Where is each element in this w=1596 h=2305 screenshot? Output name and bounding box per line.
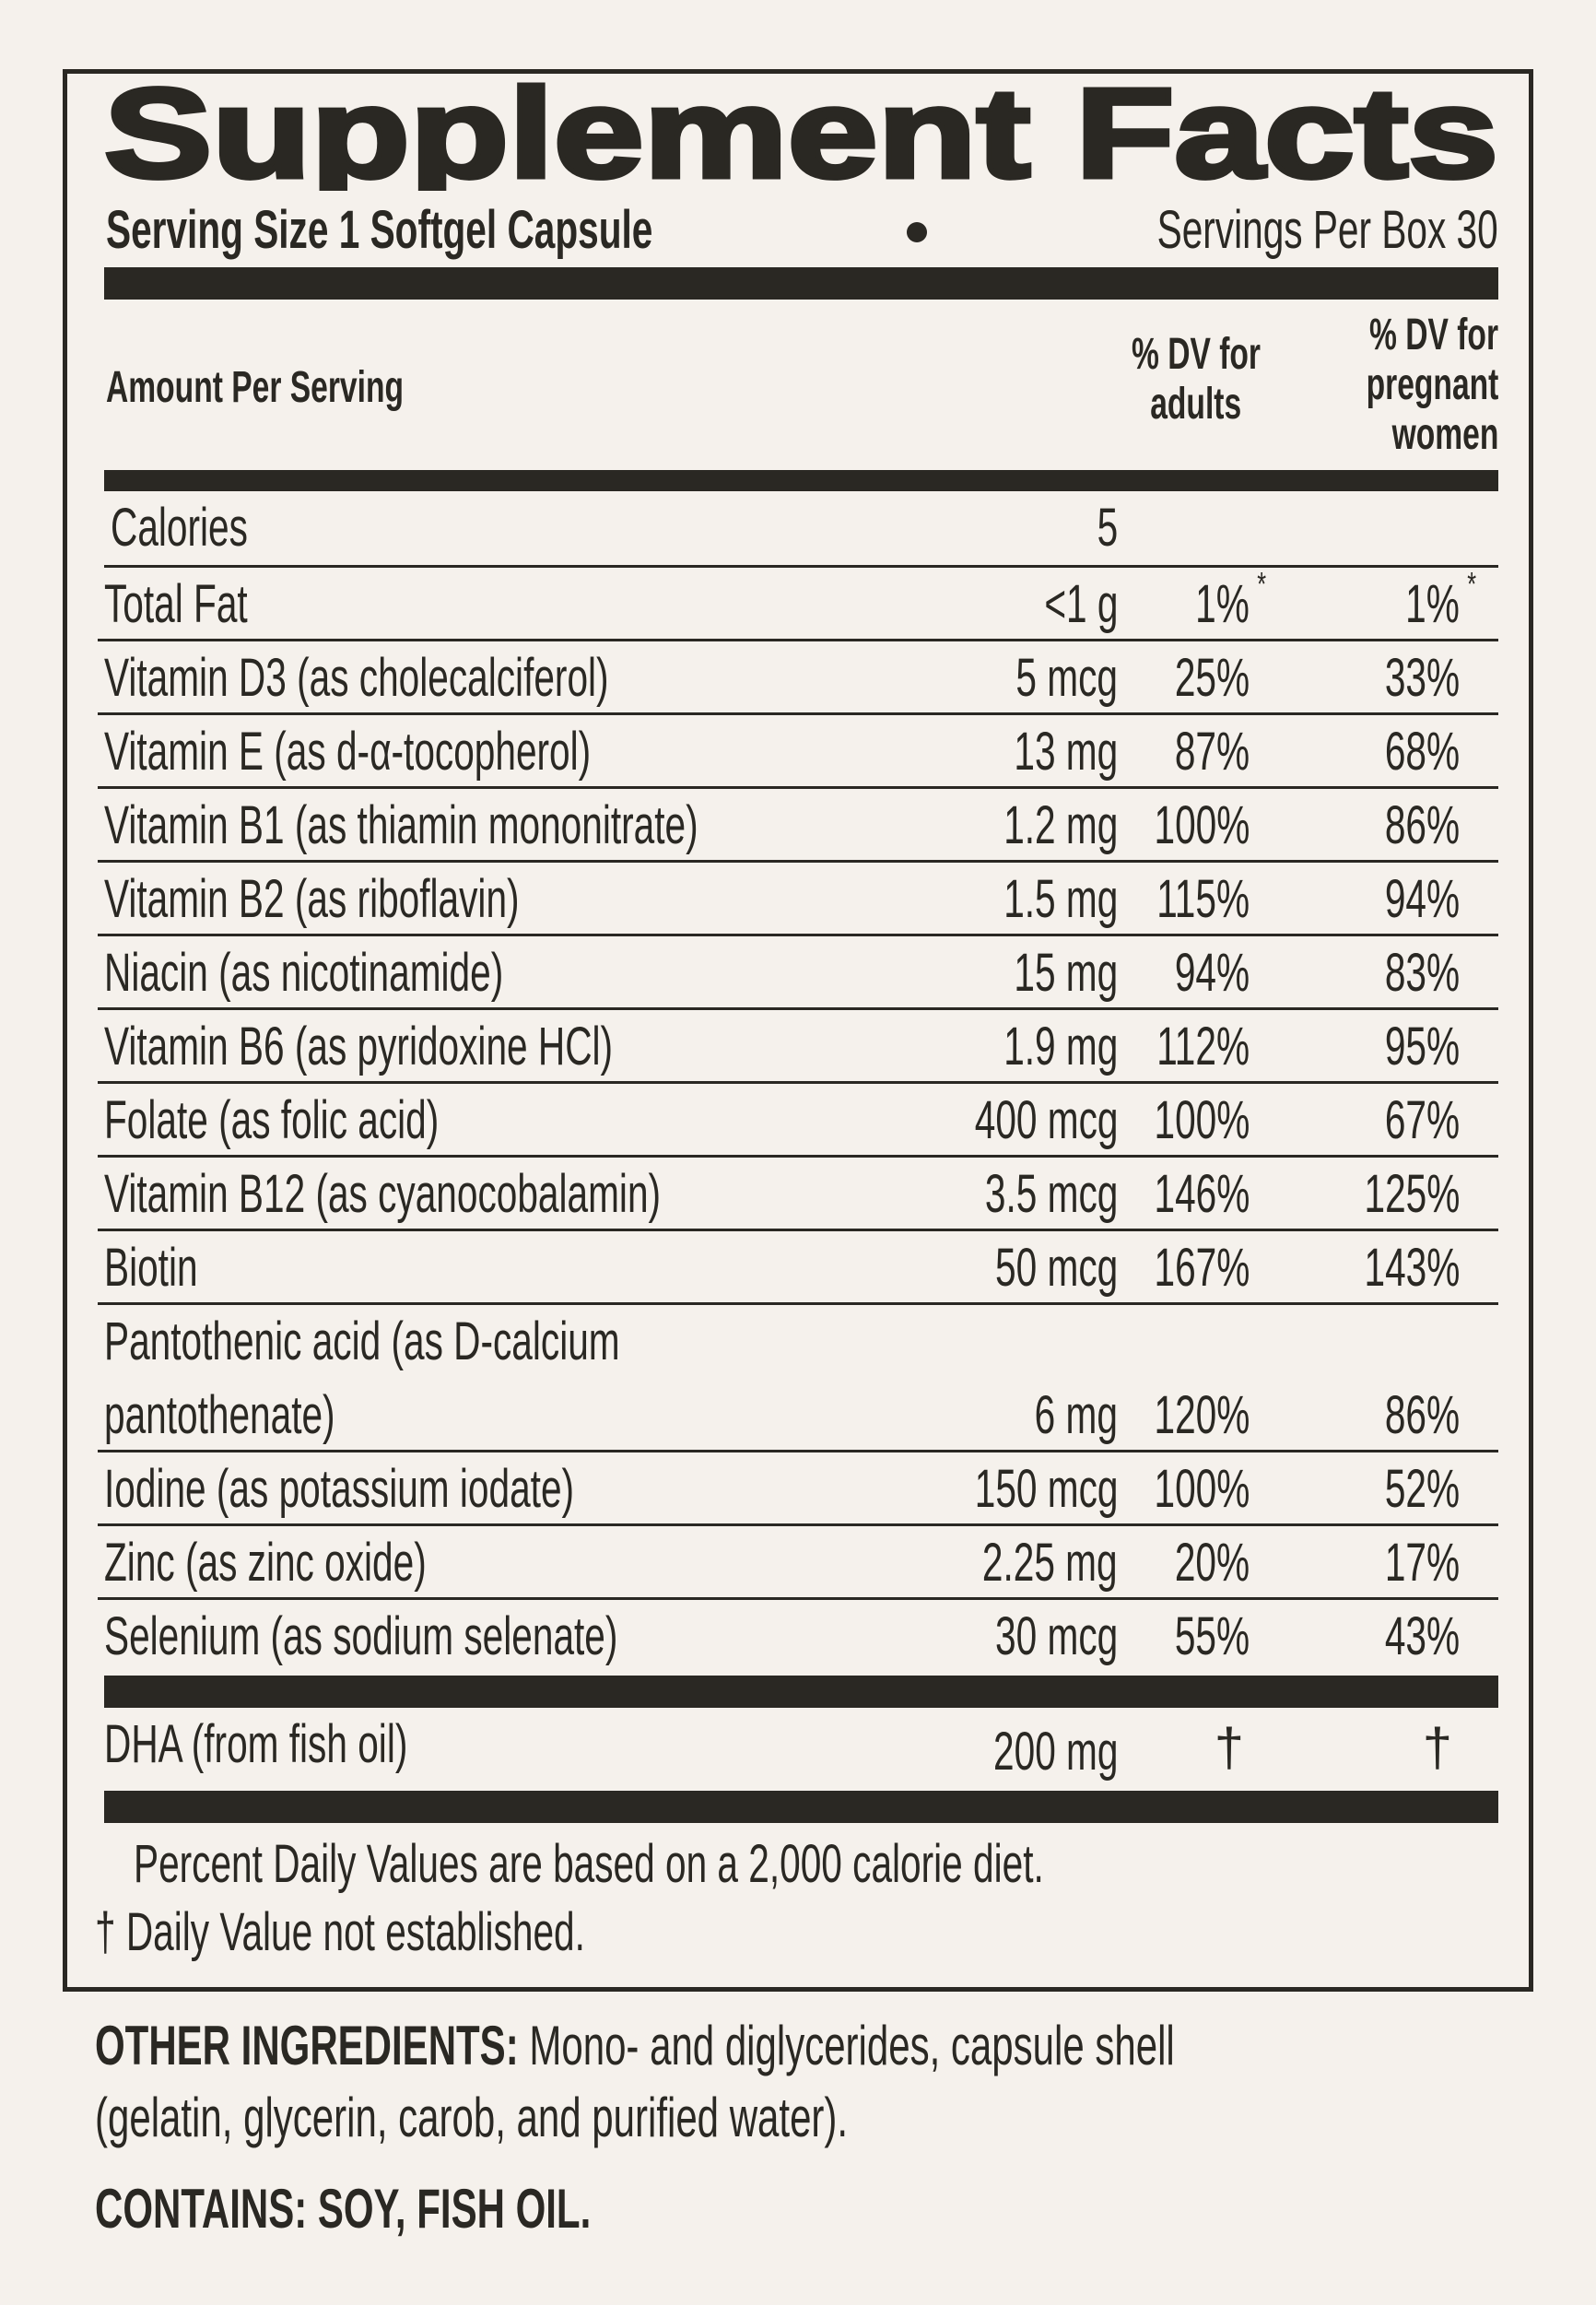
- table-row: Vitamin B12 (as cyanocobalamin) 3.5 mcg 14…: [98, 1158, 1498, 1231]
- dv-adults: 146%: [1154, 1164, 1250, 1224]
- nutrient-name: Biotin: [104, 1238, 198, 1298]
- dv-adults: 100%: [1154, 795, 1250, 855]
- dv-adults: 25%: [1174, 648, 1250, 708]
- dv-pregnant: 67%: [1384, 1090, 1460, 1150]
- nutrient-amount: 2.25 mg: [982, 1533, 1118, 1593]
- amount-per-serving-header: Amount Per Serving: [106, 363, 404, 412]
- nutrient-amount: 13 mg: [1014, 722, 1118, 782]
- table-row: Calories 5: [104, 491, 1498, 568]
- nutrient-name: Folate (as folic acid): [104, 1090, 440, 1150]
- nutrient-amount: 6 mg: [1034, 1385, 1118, 1445]
- nutrient-name: Vitamin B12 (as cyanocobalamin): [104, 1164, 662, 1224]
- nutrient-amount: 1.2 mg: [1003, 795, 1118, 855]
- dv-adults: 87%: [1174, 722, 1250, 782]
- dv-adults: 167%: [1154, 1238, 1250, 1298]
- nutrient-name: Vitamin B6 (as pyridoxine HCl): [104, 1017, 614, 1076]
- nutrient-amount: <1 g: [1043, 574, 1118, 634]
- nutrient-name: Vitamin B1 (as thiamin mononitrate): [104, 795, 698, 855]
- dv-pregnant: 143%: [1364, 1238, 1460, 1298]
- dv-adults: 94%: [1174, 943, 1250, 1003]
- nutrient-name: Selenium (as sodium selenate): [104, 1606, 618, 1666]
- footnote-daily-values: Percent Daily Values are based on a 2,00…: [134, 1834, 1044, 1894]
- nutrient-name: Vitamin B2 (as riboflavin): [104, 869, 520, 929]
- dv-pregnant: 17%: [1384, 1533, 1460, 1593]
- dv-pregnant: 68%: [1384, 722, 1460, 782]
- dv-adults: 115%: [1156, 869, 1250, 929]
- dv-pregnant: 33%: [1384, 648, 1460, 708]
- table-row: Selenium (as sodium selenate) 30 mcg 55% 43…: [98, 1600, 1498, 1671]
- serving-size: Serving Size 1 Softgel Capsule: [106, 200, 653, 260]
- nutrient-amount: 150 mcg: [974, 1459, 1118, 1519]
- table-row: Folate (as folic acid) 400 mcg 100% 67%: [98, 1084, 1498, 1158]
- dv-adults: 120%: [1154, 1385, 1250, 1445]
- table-row: Vitamin E (as d-α-tocopherol) 13 mg 87% 68%: [98, 715, 1498, 789]
- nutrient-name: Vitamin E (as d-α-tocopherol): [104, 722, 592, 782]
- other-ingredients: OTHER INGREDIENTS: Mono- and diglyceride…: [95, 2015, 1175, 2076]
- nutrient-name: Vitamin D3 (as cholecalciferol): [104, 648, 609, 708]
- supplement-facts-panel: [63, 69, 1533, 1992]
- dv-pregnant-header: % DV for pregnant women: [1366, 311, 1498, 459]
- nutrient-amount: 5: [1097, 498, 1118, 558]
- table-row: Biotin 50 mcg 167% 143%: [98, 1231, 1498, 1305]
- dv-adults: 112%: [1156, 1017, 1250, 1076]
- nutrient-name: Pantothenic acid (as D-calcium pantothen…: [104, 1311, 620, 1445]
- dv-pregnant: 83%: [1384, 943, 1460, 1003]
- nutrient-amount: 5 mcg: [1015, 648, 1118, 708]
- dv-adults: 1% *: [1195, 565, 1267, 634]
- medium-divider: [104, 470, 1498, 491]
- nutrient-amount: 30 mcg: [994, 1606, 1118, 1666]
- servings-per-box: Servings Per Box 30: [1156, 200, 1498, 260]
- dv-adults: 100%: [1154, 1090, 1250, 1150]
- dv-pregnant: 86%: [1384, 795, 1460, 855]
- table-row: Vitamin B1 (as thiamin mononitrate) 1.2 m…: [98, 789, 1498, 863]
- dv-pregnant: 52%: [1384, 1459, 1460, 1519]
- dv-pregnant: 94%: [1384, 869, 1460, 929]
- dv-pregnant: 86%: [1384, 1385, 1460, 1445]
- dha-row: DHA (from fish oil) 200 mg † †: [104, 1714, 1452, 1782]
- other-ingredients-cont: (gelatin, glycerin, carob, and purified …: [95, 2087, 849, 2148]
- dv-adults-header: % DV for adults: [1131, 330, 1261, 429]
- title-svg: Supplement Facts: [104, 76, 1501, 191]
- dv-adults: 20%: [1174, 1533, 1250, 1593]
- thick-divider: [104, 1676, 1498, 1708]
- table-row: Iodine (as potassium iodate) 150 mcg 100% 5…: [98, 1452, 1498, 1526]
- table-row: Vitamin B2 (as riboflavin) 1.5 mg 115% 94%: [98, 863, 1498, 936]
- nutrient-name: Calories: [111, 498, 248, 558]
- nutrient-name: Niacin (as nicotinamide): [104, 943, 504, 1003]
- table-row: Niacin (as nicotinamide) 15 mg 94% 83%: [98, 936, 1498, 1010]
- thick-divider: [104, 1791, 1498, 1823]
- nutrient-amount: 1.9 mg: [1003, 1017, 1118, 1076]
- dv-pregnant: 95%: [1384, 1017, 1460, 1076]
- dv-adults: 55%: [1174, 1606, 1250, 1666]
- dv-pregnant: 125%: [1364, 1164, 1460, 1224]
- dv-adults: 100%: [1154, 1459, 1250, 1519]
- table-row: Vitamin D3 (as cholecalciferol) 5 mcg 25% 3…: [98, 641, 1498, 715]
- nutrient-name: Zinc (as zinc oxide): [104, 1533, 427, 1593]
- nutrient-amount: 400 mcg: [974, 1090, 1118, 1150]
- nutrient-amount: 3.5 mcg: [984, 1164, 1118, 1224]
- thick-divider: [104, 267, 1498, 300]
- dv-pregnant: 1% *: [1405, 565, 1477, 634]
- table-row: Vitamin B6 (as pyridoxine HCl) 1.9 mg 112%…: [98, 1010, 1498, 1084]
- nutrient-amount: 15 mg: [1014, 943, 1118, 1003]
- nutrient-amount: 1.5 mg: [1003, 869, 1118, 929]
- nutrient-name: Iodine (as potassium iodate): [104, 1459, 575, 1519]
- nutrient-amount: 50 mcg: [994, 1238, 1118, 1298]
- footnote-dagger: † Daily Value not established.: [95, 1902, 585, 1962]
- nutrient-name: Total Fat: [104, 574, 248, 634]
- dv-pregnant: 43%: [1384, 1606, 1460, 1666]
- bullet-dot: [907, 222, 927, 242]
- table-row: Total Fat <1 g 1% * 1% *: [98, 565, 1498, 641]
- panel-title: Supplement Facts: [104, 76, 1498, 191]
- table-row: Pantothenic acid (as D-calcium pantothen…: [98, 1305, 1498, 1452]
- table-row: Zinc (as zinc oxide) 2.25 mg 20% 17%: [98, 1526, 1498, 1600]
- contains-allergens: CONTAINS: SOY, FISH OIL.: [95, 2178, 592, 2240]
